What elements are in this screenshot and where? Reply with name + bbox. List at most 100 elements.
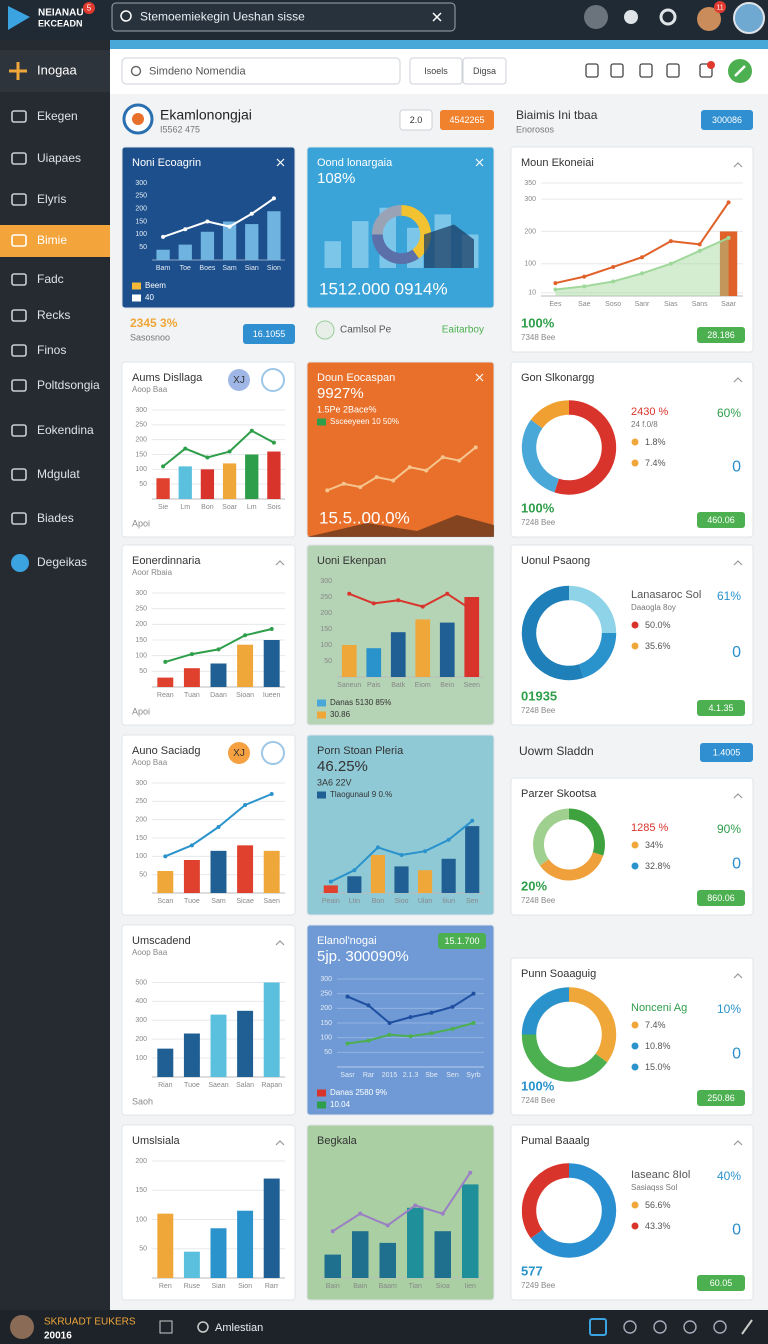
avatar[interactable]: [697, 7, 721, 31]
sidebar-item[interactable]: Uiapaes: [37, 151, 81, 165]
line-point: [553, 281, 558, 286]
toolbar-button[interactable]: [409, 57, 463, 85]
header-button-label[interactable]: 4542265: [449, 115, 484, 125]
panel-top-button[interactable]: [438, 933, 486, 949]
panel-button-label[interactable]: 460.06: [707, 515, 735, 525]
line-point: [582, 274, 587, 279]
legend-label: Beem: [145, 281, 166, 290]
collapse-icon[interactable]: [733, 377, 743, 383]
legend-label: 30.86: [330, 710, 351, 719]
section-button[interactable]: [700, 743, 753, 762]
toolbar-icon[interactable]: [666, 63, 680, 78]
footer-search[interactable]: Amlestian: [215, 1322, 263, 1334]
side-button-label[interactable]: 300086: [712, 115, 742, 125]
y-tick-label: 150: [135, 218, 147, 225]
icon-button[interactable]: [584, 5, 608, 29]
sidebar-item[interactable]: Mdgulat: [37, 467, 80, 481]
toolbar-button-label[interactable]: Isoels: [424, 66, 448, 76]
footer-icon[interactable]: [741, 1319, 753, 1335]
footer-icon[interactable]: [159, 1320, 173, 1334]
close-icon[interactable]: [475, 373, 484, 382]
icon-button[interactable]: [659, 8, 677, 26]
panel-button-label[interactable]: 250.86: [707, 1093, 735, 1103]
sidebar-item[interactable]: Degeikas: [37, 555, 87, 569]
toolbar-search-text[interactable]: Simdeno Nomendia: [149, 65, 246, 77]
collapse-icon[interactable]: [733, 973, 743, 979]
sidebar-item[interactable]: Poltdsongia: [37, 378, 100, 392]
search-box[interactable]: [111, 2, 456, 32]
collapse-icon[interactable]: [733, 162, 743, 168]
sidebar-item[interactable]: Ekegen: [37, 109, 78, 123]
zero-value: 0: [732, 459, 741, 476]
sidebar-item[interactable]: Biades: [37, 511, 74, 525]
header-button[interactable]: [399, 109, 433, 131]
panel-button-label[interactable]: 4.1.35: [708, 703, 733, 713]
header-button[interactable]: [440, 110, 494, 130]
bar: [210, 663, 227, 687]
avatar[interactable]: [733, 2, 765, 34]
bar: [263, 850, 280, 893]
legend-label: 43.3%: [645, 1221, 671, 1231]
footer-icon[interactable]: [713, 1320, 727, 1334]
sidebar-item[interactable]: Recks: [37, 308, 70, 322]
panel-button[interactable]: [697, 890, 745, 906]
avatar-badge: [714, 1, 726, 13]
badge-icon[interactable]: [261, 741, 285, 765]
kpi-button-label[interactable]: 16.1055: [253, 329, 286, 339]
icon-button[interactable]: [624, 10, 638, 24]
search-text[interactable]: Stemoemiekegin Ueshan sisse: [140, 10, 305, 24]
sidebar-item[interactable]: Bimie: [37, 233, 67, 247]
panel-button[interactable]: [697, 327, 745, 343]
line-point: [345, 1041, 350, 1046]
panel-button-label[interactable]: 60.05: [710, 1278, 733, 1288]
close-icon[interactable]: [475, 158, 484, 167]
header-button-label[interactable]: 2.0: [410, 115, 423, 125]
toolbar-icon[interactable]: [699, 63, 713, 78]
panel-button[interactable]: [697, 700, 745, 716]
section-button-label[interactable]: 1.4005: [713, 747, 741, 757]
panel-top-button-label[interactable]: 15.1.700: [444, 936, 479, 946]
collapse-icon[interactable]: [733, 1140, 743, 1146]
collapse-icon[interactable]: [275, 560, 285, 566]
collapse-icon[interactable]: [275, 940, 285, 946]
panel-button-label[interactable]: 28.186: [707, 330, 735, 340]
toolbar-button-label[interactable]: Digsa: [473, 66, 496, 76]
area: [555, 237, 729, 296]
close-icon[interactable]: [276, 158, 285, 167]
panel-kpi-sub: 7248 Bee: [521, 706, 556, 715]
badge: [228, 369, 250, 391]
legend-label: 40: [145, 293, 154, 302]
sidebar-item[interactable]: Eokendina: [37, 423, 94, 437]
toolbar-icon[interactable]: [639, 63, 653, 78]
collapse-icon[interactable]: [733, 793, 743, 799]
footer-icon[interactable]: [653, 1320, 667, 1334]
legend-subtitle: 24 f.0/8: [631, 420, 658, 429]
sidebar-item[interactable]: Elyris: [37, 192, 66, 206]
footer-search-icon[interactable]: [197, 1321, 209, 1333]
collapse-icon[interactable]: [733, 560, 743, 566]
panel-button-label[interactable]: 860.06: [707, 893, 735, 903]
legend-title: Iaseanc 8Iol: [631, 1169, 690, 1181]
sidebar-item[interactable]: Fadc: [37, 272, 64, 286]
panel-button[interactable]: [697, 1090, 745, 1106]
panel-button[interactable]: [697, 1275, 745, 1291]
x-tick-label: Sioan: [236, 692, 254, 699]
toolbar-icon[interactable]: [610, 63, 624, 78]
toolbar-search[interactable]: [121, 57, 401, 85]
badge-icon[interactable]: [261, 368, 285, 392]
clear-icon[interactable]: [432, 12, 442, 22]
kpi-button[interactable]: [243, 324, 295, 344]
collapse-icon[interactable]: [275, 1140, 285, 1146]
footer-icon[interactable]: [683, 1320, 697, 1334]
line-point: [183, 446, 188, 451]
side-button[interactable]: [701, 110, 753, 130]
sidebar-item[interactable]: Finos: [37, 343, 66, 357]
bar: [237, 1010, 254, 1077]
footer-icon[interactable]: [623, 1320, 637, 1334]
x-tick-label: Ren: [159, 1283, 172, 1290]
panel-button[interactable]: [697, 512, 745, 528]
sidebar-header-label[interactable]: Inogaa: [37, 62, 78, 77]
footer-icon[interactable]: [589, 1318, 607, 1336]
toolbar-button[interactable]: [462, 57, 507, 85]
toolbar-icon[interactable]: [585, 63, 599, 78]
